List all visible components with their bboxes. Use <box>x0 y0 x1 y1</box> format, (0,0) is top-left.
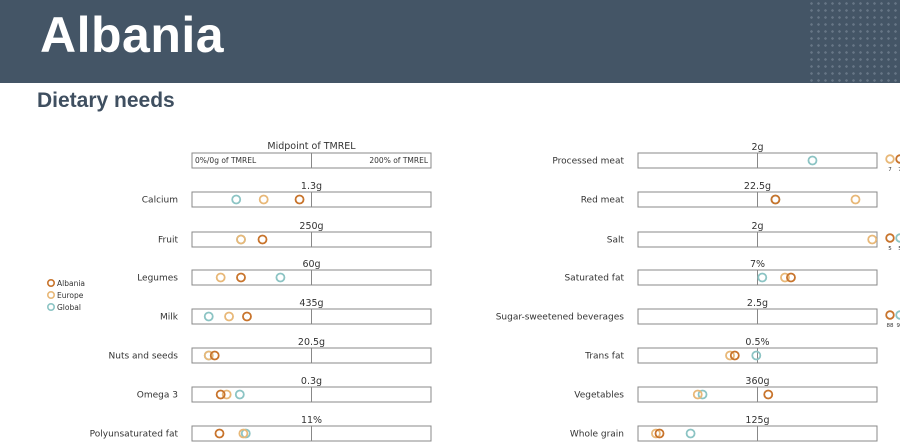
country-title: Albania <box>40 7 225 63</box>
target-label-fruit: 250g <box>299 221 323 232</box>
point-europe-salt <box>867 234 878 245</box>
row-label-vegetables: Vegetables <box>574 391 624 401</box>
point-europe-whole-grain <box>651 428 661 439</box>
target-label-sugar-sweetened-beverages: 2.5g <box>747 298 768 309</box>
target-label-saturated-fat: 7% <box>750 259 765 270</box>
point-europe-milk <box>224 311 234 322</box>
row-label-omega-3: Omega 3 <box>137 391 178 401</box>
scale-left-label: 0%/0g of TMREL <box>195 156 257 165</box>
row-label-sugar-sweetened-beverages: Sugar-sweetened beverages <box>496 313 625 323</box>
row-label-whole-grain: Whole grain <box>570 430 624 440</box>
overflow-marker-albania-processed-meat <box>895 154 900 164</box>
point-europe-saturated-fat <box>780 272 790 283</box>
overflow-label-global-sugar-sweetened-beverages: 93 <box>897 323 900 329</box>
row-label-milk: Milk <box>160 313 179 323</box>
scale-right-label: 200% of TMREL <box>369 156 428 165</box>
row-label-red-meat: Red meat <box>581 196 625 206</box>
point-europe-omega-3 <box>221 389 232 400</box>
overflow-marker-europe-processed-meat <box>885 154 895 164</box>
target-label-trans-fat: 0.5% <box>745 337 769 348</box>
row-label-polyunsaturated-fat: Polyunsaturated fat <box>90 430 179 440</box>
target-label-legumes: 60g <box>302 259 320 270</box>
overflow-marker-global-sugar-sweetened-beverages <box>895 310 900 320</box>
point-albania-trans-fat <box>729 350 740 361</box>
row-label-processed-meat: Processed meat <box>552 157 624 167</box>
target-label-polyunsaturated-fat: 11% <box>301 415 322 426</box>
legend-label-global: Global <box>57 303 81 312</box>
overflow-marker-global-salt <box>895 233 900 243</box>
row-label-fruit: Fruit <box>158 236 178 246</box>
header-banner: Albania <box>0 0 900 83</box>
legend-label-albania: Albania <box>57 279 85 288</box>
point-europe-legumes <box>215 272 226 283</box>
point-albania-milk <box>242 311 252 322</box>
point-europe-vegetables <box>692 389 703 400</box>
target-label-processed-meat: 2g <box>751 142 763 153</box>
point-global-processed-meat <box>807 155 818 166</box>
point-global-trans-fat <box>751 350 762 361</box>
point-albania-calcium <box>294 194 305 205</box>
point-albania-legumes <box>236 272 246 283</box>
overflow-label-europe-processed-meat: 7 <box>888 167 892 173</box>
point-europe-red-meat <box>850 194 861 205</box>
point-europe-nuts-and-seeds <box>203 350 214 361</box>
point-europe-trans-fat <box>725 350 735 361</box>
point-global-whole-grain <box>685 428 696 439</box>
point-global-milk <box>203 311 214 322</box>
point-albania-saturated-fat <box>786 272 796 283</box>
point-albania-whole-grain <box>654 428 665 439</box>
point-global-legumes <box>275 272 286 283</box>
overflow-marker-albania-sugar-sweetened-beverages <box>885 310 895 320</box>
row-label-calcium: Calcium <box>142 196 178 206</box>
overflow-marker-albania-salt <box>885 233 895 243</box>
dot-pattern <box>808 0 900 83</box>
legend-label-europe: Europe <box>57 291 84 300</box>
target-label-nuts-and-seeds: 20.5g <box>298 337 325 348</box>
scale-title: Midpoint of TMREL <box>267 141 356 152</box>
overflow-label-albania-sugar-sweetened-beverages: 88 <box>887 323 894 329</box>
target-label-calcium: 1.3g <box>301 181 322 192</box>
overflow-label-global-salt: 5 <box>898 246 900 252</box>
legend-marker-global <box>46 302 55 311</box>
point-global-omega-3 <box>234 389 245 400</box>
legend-marker-albania <box>46 278 55 287</box>
row-label-legumes: Legumes <box>137 274 178 284</box>
target-label-whole-grain: 125g <box>745 415 769 426</box>
target-label-salt: 2g <box>751 221 763 232</box>
point-albania-fruit <box>257 234 268 245</box>
point-europe-fruit <box>236 234 246 245</box>
legend-marker-europe <box>46 290 55 299</box>
point-global-vegetables <box>697 389 708 400</box>
row-label-trans-fat: Trans fat <box>584 352 624 362</box>
point-albania-vegetables <box>763 389 774 400</box>
target-label-milk: 435g <box>299 298 323 309</box>
row-label-nuts-and-seeds: Nuts and seeds <box>109 352 179 362</box>
point-europe-polyunsaturated-fat <box>238 428 249 439</box>
section-title: Dietary needs <box>37 89 175 112</box>
overflow-label-albania-processed-meat: 7 <box>898 167 900 173</box>
overflow-label-albania-salt: 5 <box>888 246 892 252</box>
point-albania-polyunsaturated-fat <box>214 428 225 439</box>
row-label-salt: Salt <box>607 236 625 246</box>
target-label-vegetables: 360g <box>745 376 769 387</box>
row-label-saturated-fat: Saturated fat <box>564 274 624 284</box>
point-albania-nuts-and-seeds <box>209 350 220 361</box>
point-global-calcium <box>231 194 242 205</box>
target-label-red-meat: 22.5g <box>744 181 771 192</box>
point-europe-calcium <box>258 194 269 205</box>
point-albania-omega-3 <box>215 389 226 400</box>
target-label-omega-3: 0.3g <box>301 376 322 387</box>
point-albania-red-meat <box>770 194 781 205</box>
point-global-saturated-fat <box>757 272 768 283</box>
